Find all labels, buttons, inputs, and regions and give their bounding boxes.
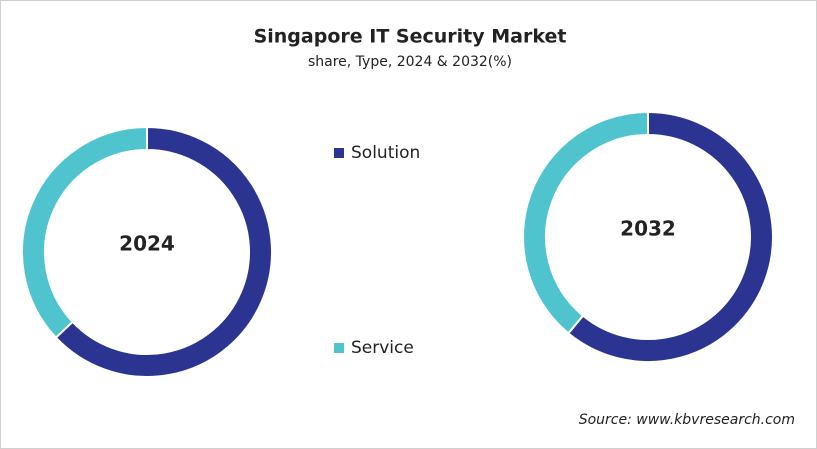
- donut-segment: [566, 110, 774, 363]
- donut-label: 2032: [620, 217, 676, 241]
- chart-subtitle: share, Type, 2024 & 2032(%): [308, 54, 512, 70]
- legend-swatch: [334, 148, 344, 158]
- chart-title: Singapore IT Security Market: [254, 26, 567, 48]
- donut-segment: [21, 125, 148, 339]
- donut-segment: [522, 110, 649, 335]
- legend-label: Service: [351, 338, 414, 358]
- source: Source: www.kbvresearch.com: [579, 412, 795, 428]
- legend-label: Solution: [351, 143, 420, 163]
- donut-label: 2024: [119, 232, 175, 256]
- donut-segment: [54, 125, 273, 378]
- legend-swatch: [334, 343, 344, 353]
